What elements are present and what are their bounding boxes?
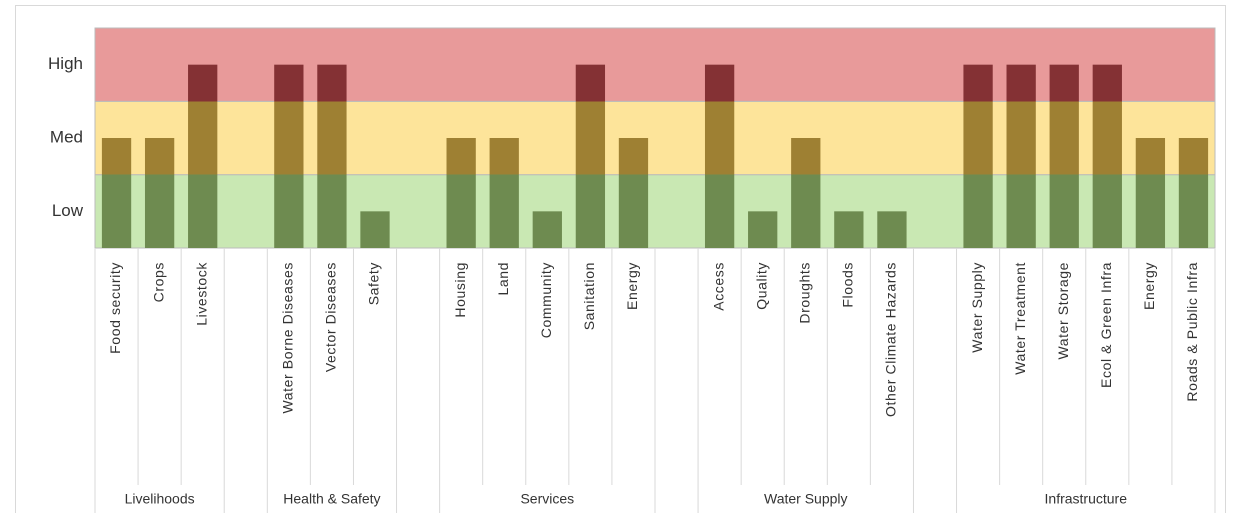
x-tick-label: Sanitation [581,262,597,330]
bar [1135,138,1166,248]
bar [877,211,907,248]
x-tick-label: Floods [840,262,856,308]
x-tick-label: Energy [1141,262,1157,310]
bar [101,138,132,248]
x-tick-label: Community [538,262,554,338]
group-label: Infrastructure [1045,491,1128,507]
x-tick-label: Droughts [796,262,812,324]
bar [489,138,519,248]
level-band [94,174,1216,249]
x-tick-label: Ecol & Green Infra [1098,262,1114,388]
bar [748,211,778,248]
x-tick-label: Housing [452,262,468,318]
bar [360,211,390,248]
x-tick-label: Water Storage [1055,262,1071,360]
bar [144,138,175,248]
y-tick-label: Low [52,201,84,220]
y-tick-label: Med [50,127,83,146]
group-label: Livelihoods [125,491,195,507]
bar [704,64,735,249]
bar [532,211,562,248]
bar [1178,138,1209,248]
x-tick-label: Safety [366,262,382,305]
bar [791,138,821,248]
x-tick-label: Vector Diseases [323,262,339,372]
x-tick-label: Livestock [193,262,209,326]
x-tick-label: Water Supply [969,262,985,353]
level-band [94,100,1216,176]
x-tick-label: Energy [624,262,640,310]
group-label: Water Supply [764,491,848,507]
x-tick-label: Quality [753,262,769,310]
x-tick-label: Land [495,262,511,296]
chart-border [15,5,1226,513]
bar [618,138,649,248]
bar [834,211,864,248]
x-tick-label: Water Borne Diseases [280,262,296,414]
group-label: Services [520,491,574,507]
x-tick-label: Food security [107,262,123,354]
bar [1006,64,1036,249]
group-label: Health & Safety [283,491,380,507]
x-tick-label: Crops [150,262,166,302]
bar [317,64,347,249]
x-tick-label: Other Climate Hazards [883,262,899,417]
x-tick-label: Water Treatment [1012,262,1028,375]
bar [446,138,476,248]
level-band [94,27,1216,102]
bar [1092,64,1122,249]
bar [188,64,218,249]
x-tick-label: Roads & Public Infra [1184,262,1200,402]
bar [575,64,606,249]
x-tick-label: Access [710,262,726,311]
bar [1049,64,1079,249]
bar [963,64,993,249]
y-tick-label: High [48,54,83,73]
bar [274,64,304,249]
